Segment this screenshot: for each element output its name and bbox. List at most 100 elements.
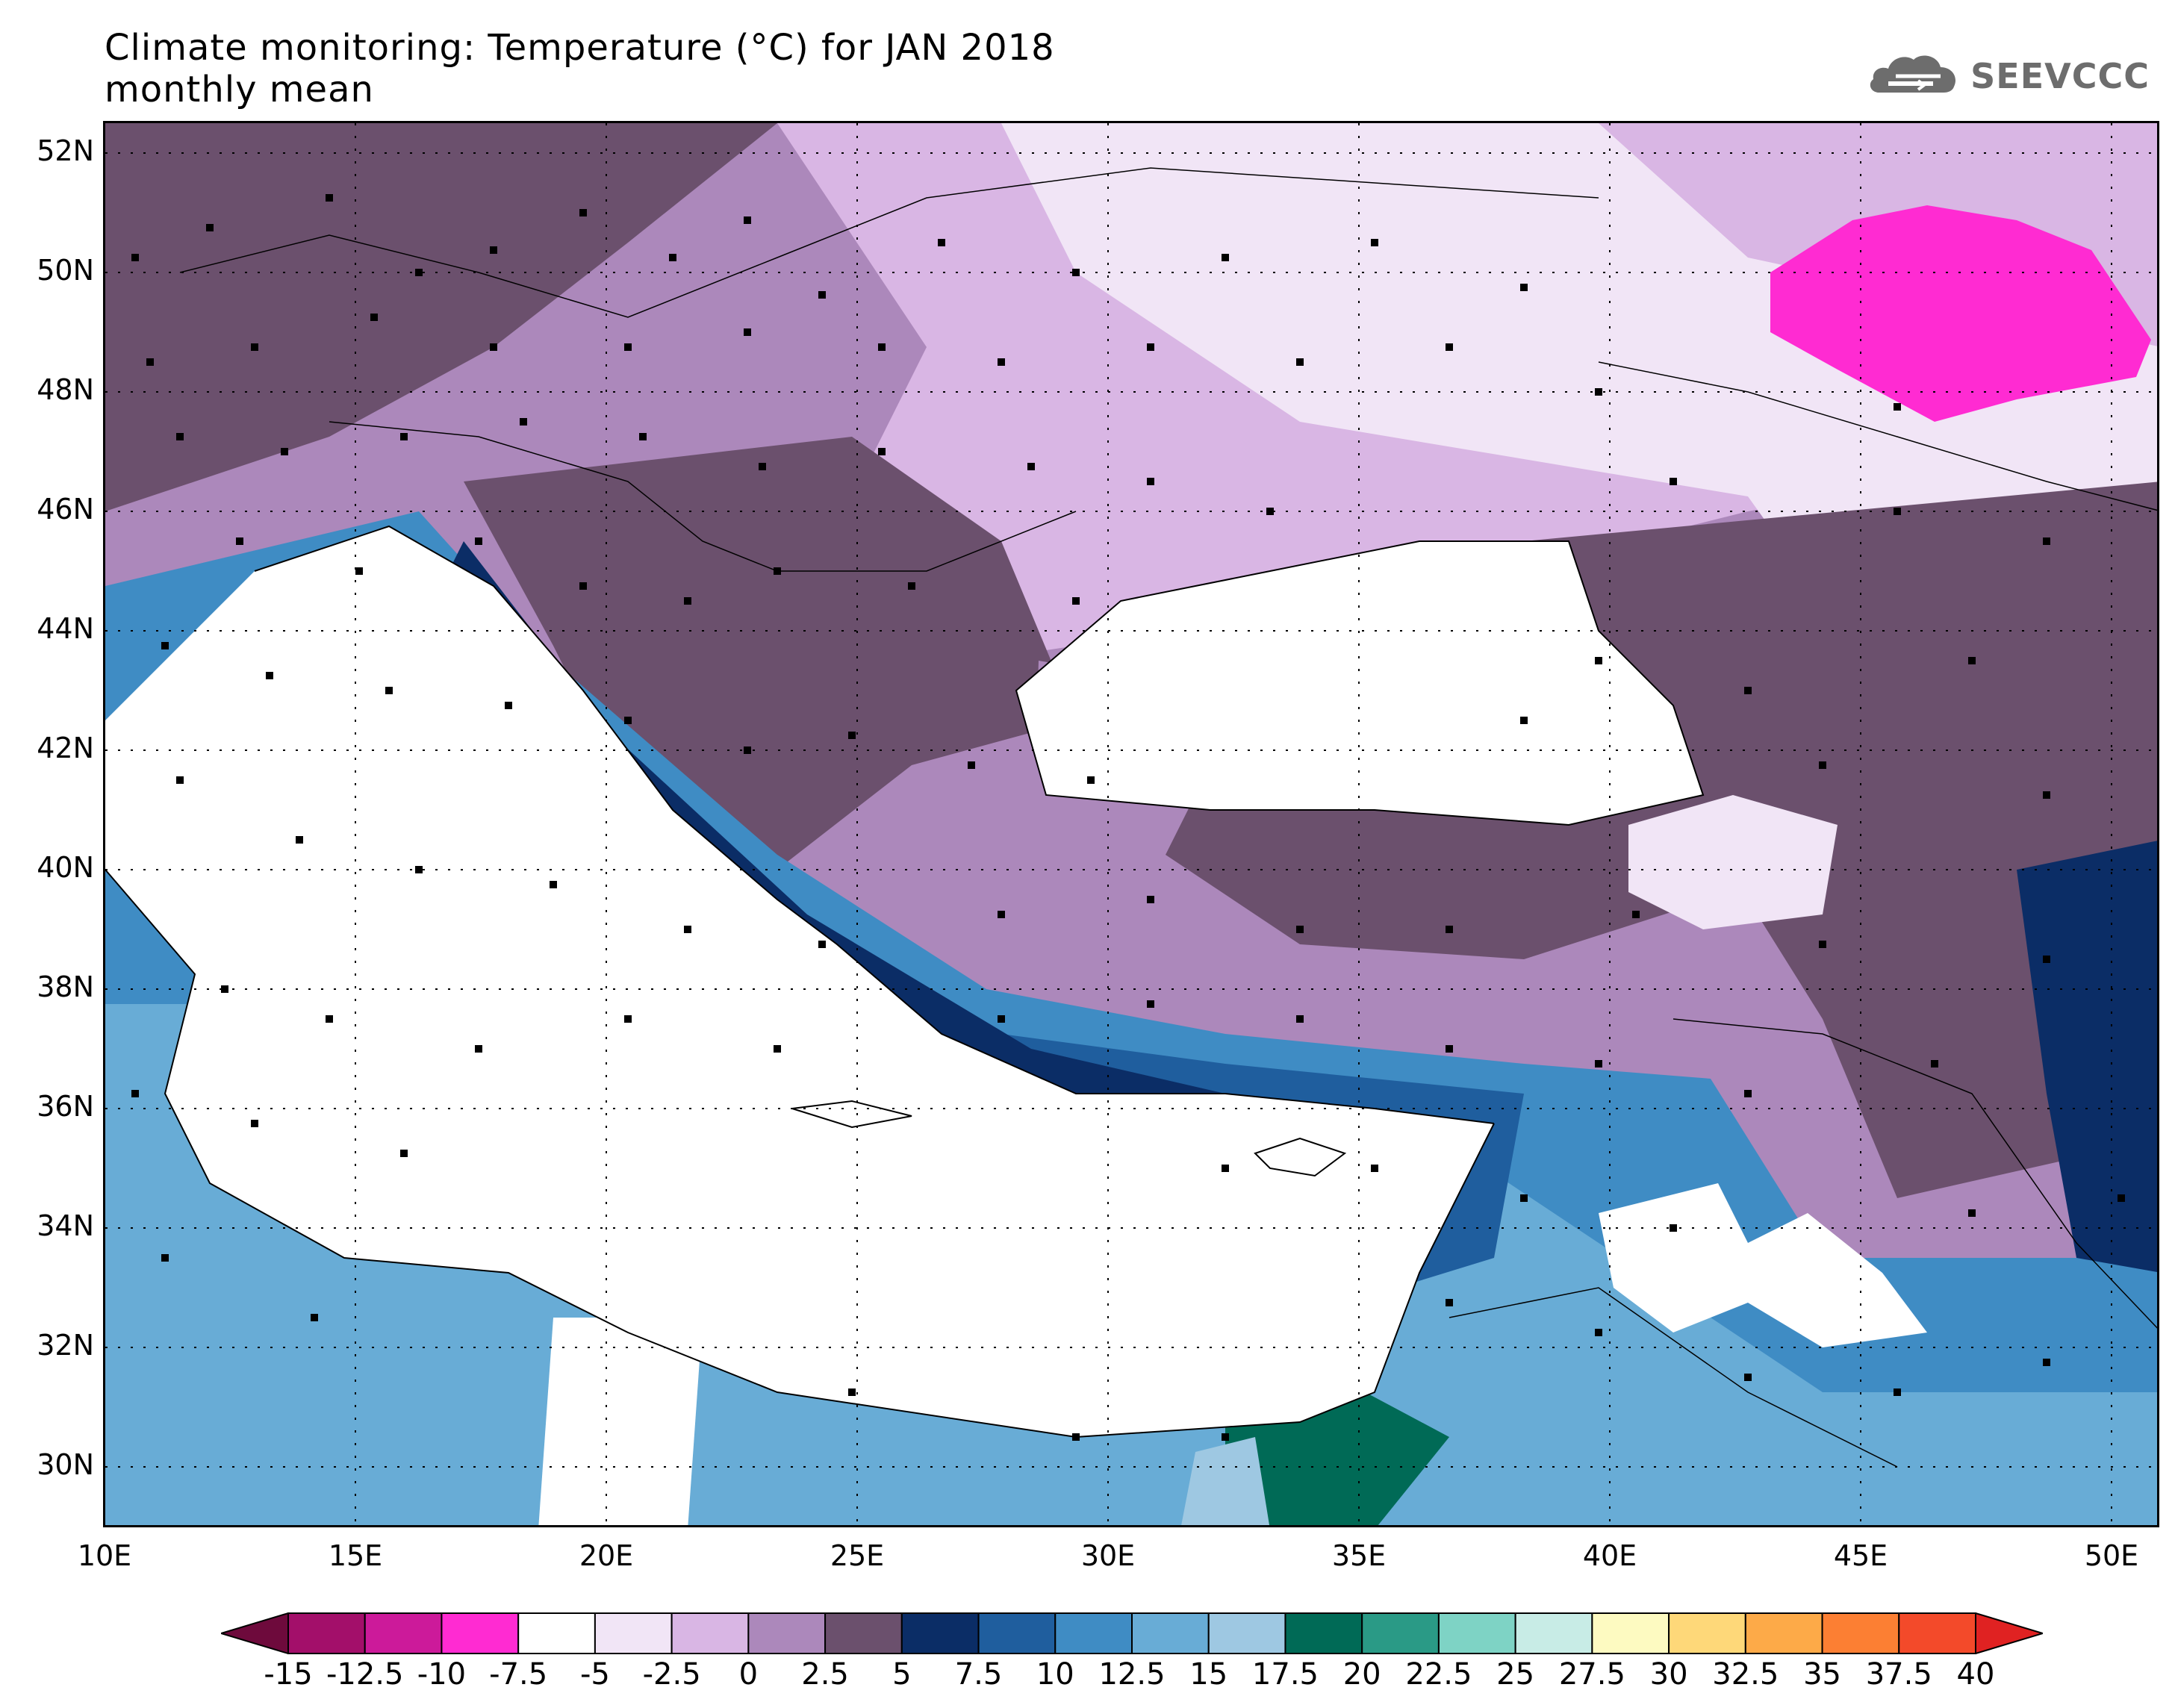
colorbar-label: -10 [417,1657,467,1692]
station-marker [774,1045,781,1053]
colorbar-bin [517,1612,596,1654]
station-marker [281,448,288,455]
station-marker [1147,478,1154,485]
station-marker [848,732,856,739]
station-marker [1744,687,1752,694]
station-marker [1595,657,1602,664]
station-marker [355,567,363,575]
station-marker [415,866,423,873]
lon-label: 20E [579,1539,634,1572]
colorbar-label: 7.5 [954,1657,1003,1692]
station-marker [1087,776,1095,784]
station-marker [1147,343,1154,351]
colorbar-label: 40 [1956,1657,1995,1692]
lat-label: 34N [37,1209,94,1242]
station-marker [475,537,482,545]
lat-label: 32N [37,1329,94,1362]
colorbar-bin [441,1612,520,1654]
station-marker [131,1090,139,1097]
station-marker [938,239,945,246]
colorbar-label: 35 [1803,1657,1841,1692]
station-marker [624,1015,632,1023]
station-marker [1446,1045,1453,1053]
station-marker [2043,956,2050,963]
station-marker [998,358,1005,366]
station-marker [744,216,751,224]
colorbar-label: 17.5 [1251,1657,1319,1692]
station-marker [206,224,214,231]
colorbar-bin [1284,1612,1363,1654]
station-marker [1520,1194,1528,1202]
station-marker [759,463,766,470]
colorbar-bin [1054,1612,1133,1654]
station-marker [550,881,557,888]
colorbar-label: 27.5 [1558,1657,1625,1692]
lat-label: 48N [37,373,94,406]
station-marker [1595,1329,1602,1336]
station-marker [624,717,632,724]
station-marker [848,1388,856,1396]
station-marker [818,941,826,948]
lon-label: 35E [1331,1539,1387,1572]
station-marker [1446,926,1453,933]
colorbar-label: -2.5 [642,1657,701,1692]
lat-label: 42N [37,732,94,764]
temperature-fill-layer [105,123,2157,1525]
station-marker [2118,1194,2125,1202]
station-marker [490,246,497,254]
station-marker [385,687,393,694]
lon-label: 50E [2084,1539,2139,1572]
colorbar-label: -15 [264,1657,313,1692]
colorbar-label: 20 [1342,1657,1381,1692]
colorbar-bin [747,1612,827,1654]
colorbar [221,1612,2043,1654]
colorbar-label: 32.5 [1712,1657,1779,1692]
colorbar-label: -12.5 [326,1657,404,1692]
lat-label: 30N [37,1448,94,1481]
station-marker [968,761,975,769]
station-marker [1595,1060,1602,1068]
colorbar-bin [364,1612,443,1654]
colorbar-label: 22.5 [1405,1657,1472,1692]
lat-label: 44N [37,612,94,645]
colorbar-label: -7.5 [489,1657,548,1692]
colorbar-label: 15 [1189,1657,1228,1692]
station-marker [520,418,527,426]
lon-label: 40E [1582,1539,1637,1572]
station-marker [400,1150,408,1157]
station-marker [400,433,408,440]
station-markers [131,194,2125,1441]
station-marker [1222,1433,1229,1441]
station-marker [326,194,333,202]
colorbar-bin [900,1612,980,1654]
station-marker [818,291,826,299]
station-marker [505,702,512,709]
station-marker [2043,791,2050,799]
station-marker [1296,926,1304,933]
station-marker [1147,1000,1154,1008]
colorbar-bin [977,1612,1057,1654]
station-marker [176,433,184,440]
station-marker [236,537,243,545]
station-marker [1072,1433,1080,1441]
lat-label: 36N [37,1090,94,1123]
station-marker [1670,478,1677,485]
station-marker [1595,388,1602,396]
station-marker [1894,1388,1901,1396]
temperature-map [103,121,2159,1527]
lat-label: 40N [37,851,94,884]
station-marker [2043,537,2050,545]
station-marker [1072,597,1080,605]
map-subtitle: monthly mean [105,69,374,110]
station-marker [1446,1299,1453,1306]
station-marker [998,1015,1005,1023]
colorbar-bin [1821,1612,1900,1654]
logo-text: SEEVCCC [1970,56,2150,96]
colorbar-bin [1207,1612,1286,1654]
station-marker [878,343,886,351]
station-marker [1744,1090,1752,1097]
station-marker [1296,1015,1304,1023]
colorbar-label: 2.5 [801,1657,849,1692]
lon-label: 25E [830,1539,885,1572]
station-marker [490,343,497,351]
